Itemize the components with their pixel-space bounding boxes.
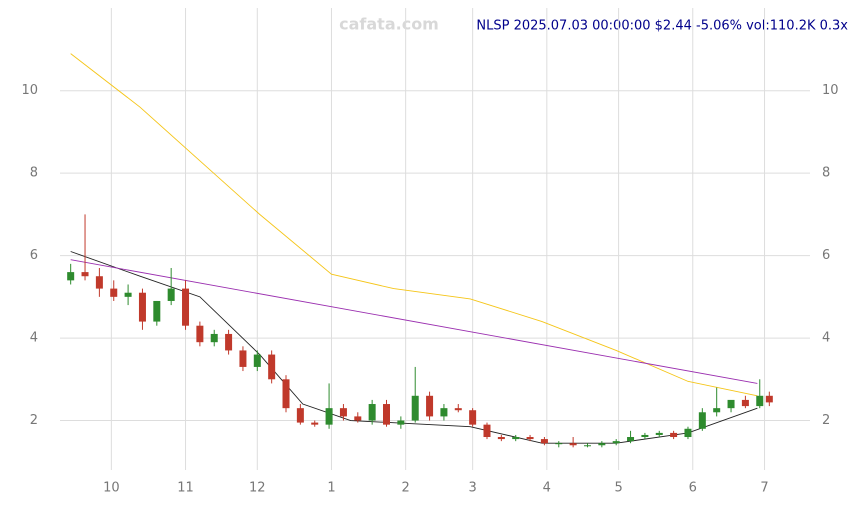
chart-title: NLSP 2025.07.03 00:00:00 $2.44 -5.06% vo… (476, 19, 848, 34)
x-tick-label: 10 (103, 481, 120, 496)
candle-body (426, 395, 434, 417)
candle-body (296, 408, 304, 423)
x-tick-label: 5 (614, 481, 622, 496)
x-tick-label: 4 (543, 481, 551, 496)
candle-body (569, 443, 577, 446)
x-tick-label: 3 (468, 481, 476, 496)
candle-body (196, 325, 204, 343)
y-tick-label: 8 (30, 166, 38, 181)
candle-body (210, 333, 218, 343)
candle-body (153, 300, 161, 322)
y-tick-label-right: 10 (822, 83, 839, 98)
candle-body (612, 441, 620, 444)
watermark: cafata.com (339, 15, 439, 34)
line-series (70, 259, 758, 384)
candle-body (225, 333, 233, 351)
candle-body (727, 399, 735, 409)
candle-body (325, 408, 333, 425)
candle-body (239, 350, 247, 367)
candle-body (713, 408, 721, 413)
candle-body (555, 443, 563, 445)
candle-body (627, 437, 635, 442)
y-tick-label: 4 (30, 331, 38, 346)
y-tick-label: 10 (21, 83, 38, 98)
candle-body (512, 437, 520, 440)
y-tick-label: 2 (30, 413, 38, 428)
x-tick-label: 11 (177, 481, 194, 496)
candle-body (583, 445, 591, 447)
candle-body (670, 432, 678, 438)
candle-body (268, 354, 276, 380)
candle-body (282, 379, 290, 409)
candle-body (138, 292, 146, 322)
candle-body (641, 434, 649, 438)
line-series (70, 53, 758, 397)
candle-body (339, 408, 347, 417)
candle-body (253, 354, 261, 367)
candle-body (655, 432, 663, 435)
x-tick-label: 7 (760, 481, 768, 496)
y-tick-label-right: 8 (822, 166, 830, 181)
candle-body (598, 443, 606, 446)
candle-body (110, 288, 118, 297)
candle-body (483, 424, 491, 438)
y-tick-label-right: 2 (822, 413, 830, 428)
line-series (70, 251, 758, 444)
candle-body (756, 395, 764, 407)
candle-body (95, 276, 103, 289)
candle-body (440, 408, 448, 417)
x-tick-label: 12 (249, 481, 266, 496)
candle-body (454, 408, 462, 411)
x-tick-label: 6 (689, 481, 697, 496)
candle-body (698, 412, 706, 429)
candle-body (67, 272, 75, 281)
candle-body (540, 439, 548, 444)
y-tick-label-right: 6 (822, 248, 830, 263)
candle-body (526, 437, 534, 440)
candle-body (497, 437, 505, 440)
candle-body (411, 395, 419, 421)
candle-body (182, 288, 190, 326)
candle-body (741, 399, 749, 407)
candle-body (354, 416, 362, 421)
y-tick-label-right: 4 (822, 331, 830, 346)
candle-body (81, 272, 89, 277)
candle-body (383, 404, 391, 425)
candle-body (124, 292, 132, 297)
candle-body (167, 288, 175, 301)
y-tick-label: 6 (30, 248, 38, 263)
candle-body (311, 422, 319, 425)
x-tick-label: 2 (402, 481, 410, 496)
candle-body (469, 410, 477, 425)
x-tick-label: 1 (327, 481, 335, 496)
candle-body (684, 428, 692, 438)
candle-body (397, 420, 405, 425)
candle-body (765, 395, 773, 403)
candle-body (368, 404, 376, 421)
